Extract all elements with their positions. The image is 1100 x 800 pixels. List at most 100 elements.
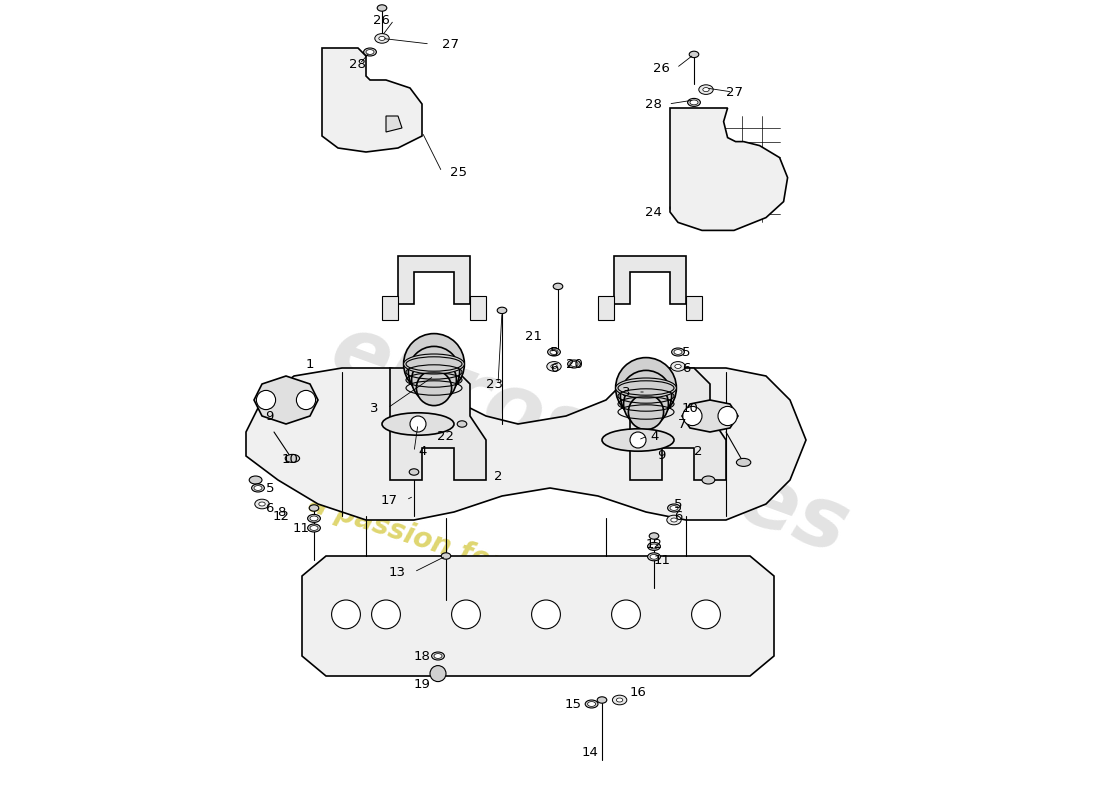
Circle shape bbox=[630, 432, 646, 448]
Ellipse shape bbox=[551, 365, 558, 368]
Text: 4: 4 bbox=[650, 430, 659, 442]
Text: 5: 5 bbox=[265, 482, 274, 494]
Text: 3: 3 bbox=[621, 386, 630, 398]
Ellipse shape bbox=[548, 348, 560, 356]
Ellipse shape bbox=[674, 350, 682, 354]
Ellipse shape bbox=[258, 502, 265, 506]
Text: 6: 6 bbox=[674, 510, 682, 522]
Ellipse shape bbox=[585, 700, 598, 708]
Circle shape bbox=[612, 600, 640, 629]
Ellipse shape bbox=[602, 429, 674, 451]
Text: 27: 27 bbox=[726, 86, 742, 98]
Ellipse shape bbox=[308, 524, 320, 532]
Ellipse shape bbox=[382, 413, 454, 435]
Text: 23: 23 bbox=[486, 378, 503, 390]
Ellipse shape bbox=[702, 476, 715, 484]
Text: 22: 22 bbox=[437, 430, 454, 442]
Circle shape bbox=[718, 406, 737, 426]
Ellipse shape bbox=[254, 486, 262, 490]
Ellipse shape bbox=[674, 365, 681, 368]
Text: 2: 2 bbox=[694, 446, 703, 458]
Ellipse shape bbox=[703, 88, 710, 92]
Text: 24: 24 bbox=[645, 206, 662, 218]
Polygon shape bbox=[382, 296, 398, 320]
Text: 6: 6 bbox=[682, 362, 691, 374]
Ellipse shape bbox=[690, 51, 698, 58]
Text: 5: 5 bbox=[682, 346, 691, 358]
Ellipse shape bbox=[670, 506, 678, 510]
Text: 3: 3 bbox=[370, 402, 378, 414]
Polygon shape bbox=[254, 376, 318, 424]
Ellipse shape bbox=[648, 553, 660, 561]
Ellipse shape bbox=[736, 458, 751, 466]
Ellipse shape bbox=[570, 362, 578, 366]
Circle shape bbox=[331, 600, 361, 629]
Ellipse shape bbox=[671, 518, 678, 522]
Circle shape bbox=[692, 600, 720, 629]
Ellipse shape bbox=[650, 554, 658, 559]
Ellipse shape bbox=[497, 307, 507, 314]
Polygon shape bbox=[322, 48, 422, 152]
Ellipse shape bbox=[568, 360, 581, 368]
Text: 10: 10 bbox=[682, 402, 698, 414]
Ellipse shape bbox=[613, 695, 627, 705]
Text: 11: 11 bbox=[654, 554, 671, 566]
Polygon shape bbox=[246, 368, 806, 520]
Ellipse shape bbox=[648, 542, 660, 550]
Text: eurospares: eurospares bbox=[320, 308, 860, 572]
Ellipse shape bbox=[378, 36, 385, 41]
Ellipse shape bbox=[616, 698, 623, 702]
Ellipse shape bbox=[597, 697, 607, 703]
Circle shape bbox=[616, 358, 676, 418]
Circle shape bbox=[408, 346, 460, 398]
Circle shape bbox=[430, 666, 446, 682]
Text: 6: 6 bbox=[550, 362, 559, 374]
Text: 26: 26 bbox=[373, 14, 390, 26]
Ellipse shape bbox=[285, 454, 299, 462]
Text: 8: 8 bbox=[277, 506, 286, 518]
Circle shape bbox=[683, 406, 702, 426]
Polygon shape bbox=[686, 296, 702, 320]
Text: 28: 28 bbox=[349, 58, 366, 70]
Text: 12: 12 bbox=[273, 510, 290, 522]
Ellipse shape bbox=[404, 354, 464, 374]
Ellipse shape bbox=[310, 516, 318, 521]
Text: 12: 12 bbox=[646, 538, 663, 550]
Circle shape bbox=[624, 382, 669, 426]
Text: 2: 2 bbox=[494, 470, 503, 482]
Polygon shape bbox=[682, 400, 738, 432]
Ellipse shape bbox=[308, 514, 320, 522]
Text: 25: 25 bbox=[450, 166, 468, 178]
Text: 20: 20 bbox=[566, 358, 583, 370]
Text: 9: 9 bbox=[265, 410, 274, 422]
Polygon shape bbox=[386, 116, 402, 132]
Ellipse shape bbox=[250, 476, 262, 484]
Ellipse shape bbox=[409, 469, 419, 475]
Polygon shape bbox=[630, 368, 726, 480]
Ellipse shape bbox=[698, 85, 713, 94]
Ellipse shape bbox=[667, 515, 681, 525]
Ellipse shape bbox=[690, 100, 698, 105]
Ellipse shape bbox=[441, 553, 451, 559]
Ellipse shape bbox=[649, 533, 659, 539]
Text: 10: 10 bbox=[282, 454, 298, 466]
Text: 27: 27 bbox=[442, 38, 459, 50]
Text: 7: 7 bbox=[678, 418, 686, 430]
Ellipse shape bbox=[553, 283, 563, 290]
Text: 6: 6 bbox=[265, 502, 274, 514]
Ellipse shape bbox=[364, 48, 376, 56]
Ellipse shape bbox=[587, 702, 595, 706]
Text: 21: 21 bbox=[525, 330, 542, 342]
Ellipse shape bbox=[255, 499, 270, 509]
Ellipse shape bbox=[458, 421, 466, 427]
Circle shape bbox=[620, 370, 672, 422]
Polygon shape bbox=[598, 296, 614, 320]
Text: 11: 11 bbox=[293, 522, 310, 534]
Ellipse shape bbox=[252, 484, 264, 492]
Ellipse shape bbox=[688, 98, 701, 106]
Text: 14: 14 bbox=[581, 746, 598, 758]
Polygon shape bbox=[670, 108, 788, 230]
Text: 19: 19 bbox=[414, 678, 430, 690]
Ellipse shape bbox=[616, 378, 676, 398]
Polygon shape bbox=[302, 556, 774, 676]
